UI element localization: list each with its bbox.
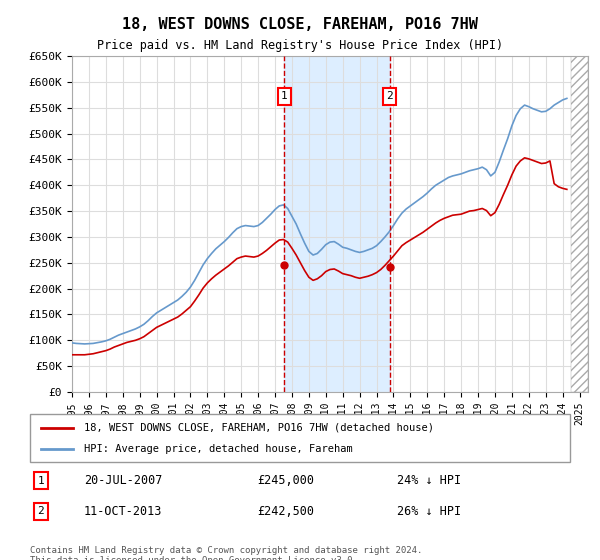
Text: 24% ↓ HPI: 24% ↓ HPI xyxy=(397,474,461,487)
Text: Price paid vs. HM Land Registry's House Price Index (HPI): Price paid vs. HM Land Registry's House … xyxy=(97,39,503,52)
Text: 26% ↓ HPI: 26% ↓ HPI xyxy=(397,505,461,518)
Text: 2: 2 xyxy=(386,91,393,101)
FancyBboxPatch shape xyxy=(30,414,570,462)
Text: Contains HM Land Registry data © Crown copyright and database right 2024.
This d: Contains HM Land Registry data © Crown c… xyxy=(30,546,422,560)
Text: 11-OCT-2013: 11-OCT-2013 xyxy=(84,505,163,518)
Text: £245,000: £245,000 xyxy=(257,474,314,487)
Text: 1: 1 xyxy=(281,91,287,101)
Text: HPI: Average price, detached house, Fareham: HPI: Average price, detached house, Fare… xyxy=(84,444,353,454)
Bar xyxy=(284,56,390,392)
Text: 18, WEST DOWNS CLOSE, FAREHAM, PO16 7HW (detached house): 18, WEST DOWNS CLOSE, FAREHAM, PO16 7HW … xyxy=(84,423,434,433)
Text: 1: 1 xyxy=(37,476,44,486)
Text: 2: 2 xyxy=(37,506,44,516)
Text: 20-JUL-2007: 20-JUL-2007 xyxy=(84,474,163,487)
Text: 18, WEST DOWNS CLOSE, FAREHAM, PO16 7HW: 18, WEST DOWNS CLOSE, FAREHAM, PO16 7HW xyxy=(122,17,478,32)
Text: £242,500: £242,500 xyxy=(257,505,314,518)
